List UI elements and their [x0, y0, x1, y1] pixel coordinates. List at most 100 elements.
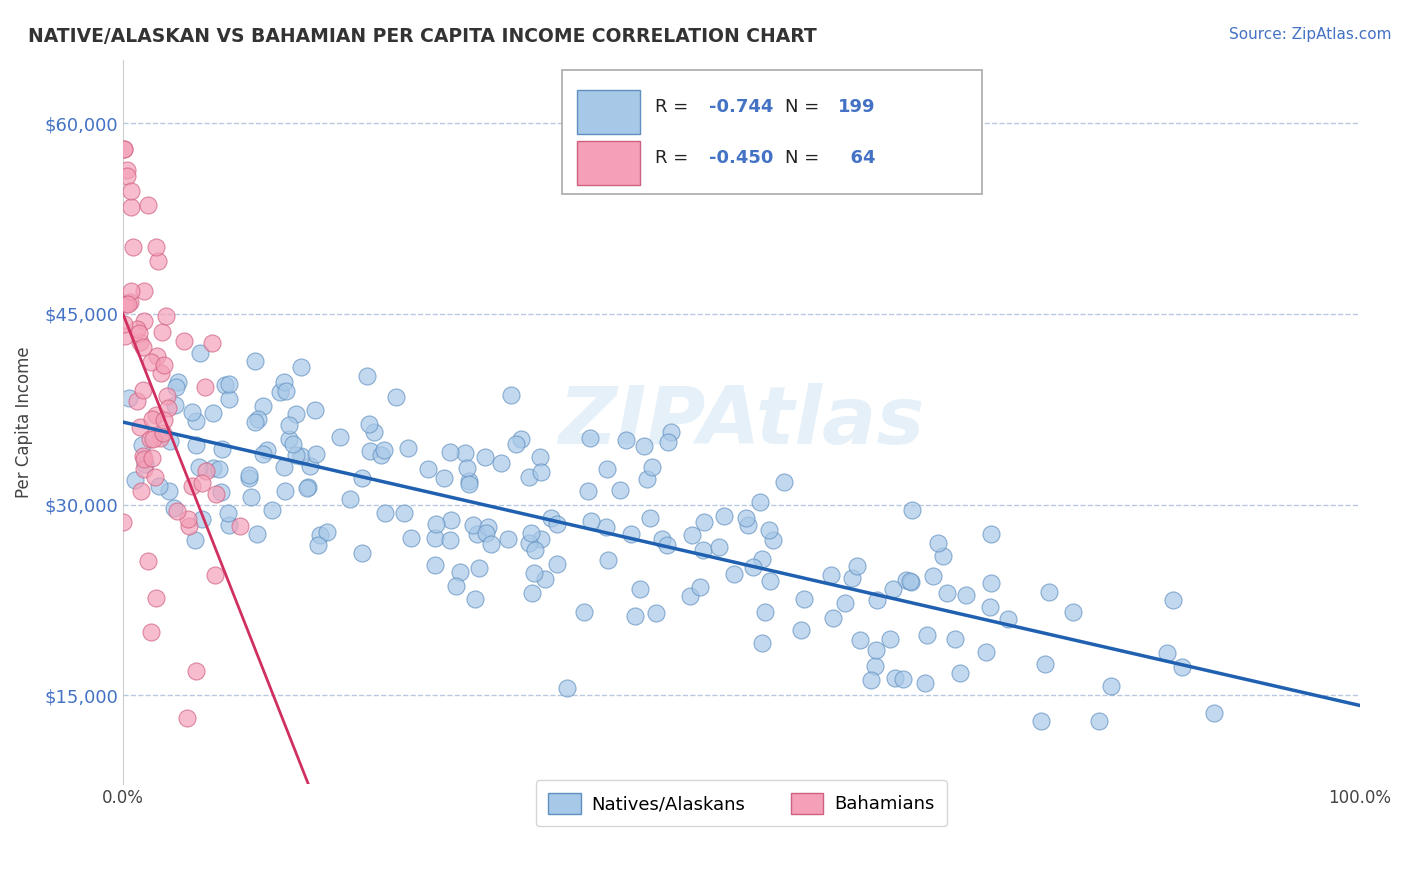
- Point: [359, 417, 381, 431]
- Point: [399, 531, 422, 545]
- Point: [304, 402, 326, 417]
- Point: [138, 553, 160, 567]
- Point: [385, 390, 408, 404]
- Point: [117, 296, 139, 310]
- Point: [156, 401, 179, 415]
- Point: [773, 475, 796, 489]
- Point: [115, 169, 138, 183]
- Point: [477, 519, 499, 533]
- Point: [191, 475, 214, 490]
- Point: [278, 417, 301, 432]
- Point: [475, 526, 498, 541]
- Point: [252, 447, 274, 461]
- Point: [329, 430, 352, 444]
- Point: [456, 461, 478, 475]
- Point: [112, 317, 135, 331]
- Point: [238, 468, 260, 483]
- Text: R =: R =: [655, 97, 693, 116]
- Point: [297, 480, 319, 494]
- Point: [269, 384, 291, 399]
- Point: [927, 535, 949, 549]
- Point: [453, 446, 475, 460]
- Text: Source: ZipAtlas.com: Source: ZipAtlas.com: [1229, 27, 1392, 42]
- Point: [179, 519, 201, 533]
- Point: [440, 513, 463, 527]
- Point: [636, 471, 658, 485]
- Point: [737, 518, 759, 533]
- Point: [620, 526, 643, 541]
- Point: [735, 511, 758, 525]
- Point: [176, 711, 198, 725]
- Point: [374, 507, 396, 521]
- Point: [693, 515, 716, 529]
- Y-axis label: Per Capita Income: Per Capita Income: [15, 346, 32, 498]
- Point: [758, 523, 780, 537]
- Point: [449, 565, 471, 579]
- Point: [201, 336, 224, 351]
- Point: [120, 294, 142, 309]
- Point: [681, 528, 703, 542]
- Point: [152, 425, 174, 440]
- Point: [529, 450, 551, 464]
- Point: [363, 425, 385, 440]
- Point: [370, 449, 392, 463]
- Point: [1038, 584, 1060, 599]
- Text: 199: 199: [838, 97, 875, 116]
- Point: [273, 375, 295, 389]
- Point: [949, 666, 972, 681]
- Point: [352, 545, 374, 559]
- Point: [194, 464, 217, 478]
- Point: [834, 596, 856, 610]
- Point: [651, 533, 673, 547]
- Point: [229, 519, 252, 533]
- Point: [980, 575, 1002, 590]
- Point: [129, 483, 152, 498]
- Point: [118, 392, 141, 406]
- Point: [132, 452, 155, 467]
- Point: [882, 582, 904, 596]
- Point: [423, 558, 446, 573]
- Point: [713, 509, 735, 524]
- Point: [555, 681, 578, 695]
- Point: [208, 462, 231, 476]
- Point: [214, 378, 236, 392]
- Point: [523, 566, 546, 581]
- Text: -0.744: -0.744: [709, 97, 773, 116]
- Point: [112, 142, 135, 156]
- Point: [823, 610, 845, 624]
- Point: [997, 612, 1019, 626]
- Point: [614, 433, 637, 447]
- Point: [723, 567, 745, 582]
- Point: [356, 368, 378, 383]
- Point: [754, 605, 776, 619]
- Point: [167, 375, 190, 389]
- Point: [749, 495, 772, 509]
- Point: [943, 632, 966, 647]
- Text: -0.450: -0.450: [709, 149, 773, 167]
- Point: [359, 444, 381, 458]
- Point: [883, 671, 905, 685]
- Point: [285, 448, 308, 462]
- Point: [423, 531, 446, 545]
- Point: [596, 553, 619, 567]
- Point: [139, 432, 162, 446]
- Point: [659, 425, 682, 440]
- Point: [759, 574, 782, 588]
- Point: [139, 355, 162, 369]
- Point: [655, 538, 678, 552]
- Point: [540, 511, 562, 525]
- Point: [157, 484, 180, 499]
- Point: [936, 586, 959, 600]
- Point: [707, 540, 730, 554]
- Point: [339, 491, 361, 506]
- Point: [581, 514, 603, 528]
- Point: [125, 393, 148, 408]
- Point: [505, 436, 527, 450]
- Point: [1062, 605, 1084, 619]
- Point: [155, 310, 177, 324]
- Point: [641, 459, 664, 474]
- Text: R =: R =: [655, 149, 693, 167]
- Point: [866, 592, 889, 607]
- FancyBboxPatch shape: [576, 141, 640, 186]
- Point: [141, 411, 163, 425]
